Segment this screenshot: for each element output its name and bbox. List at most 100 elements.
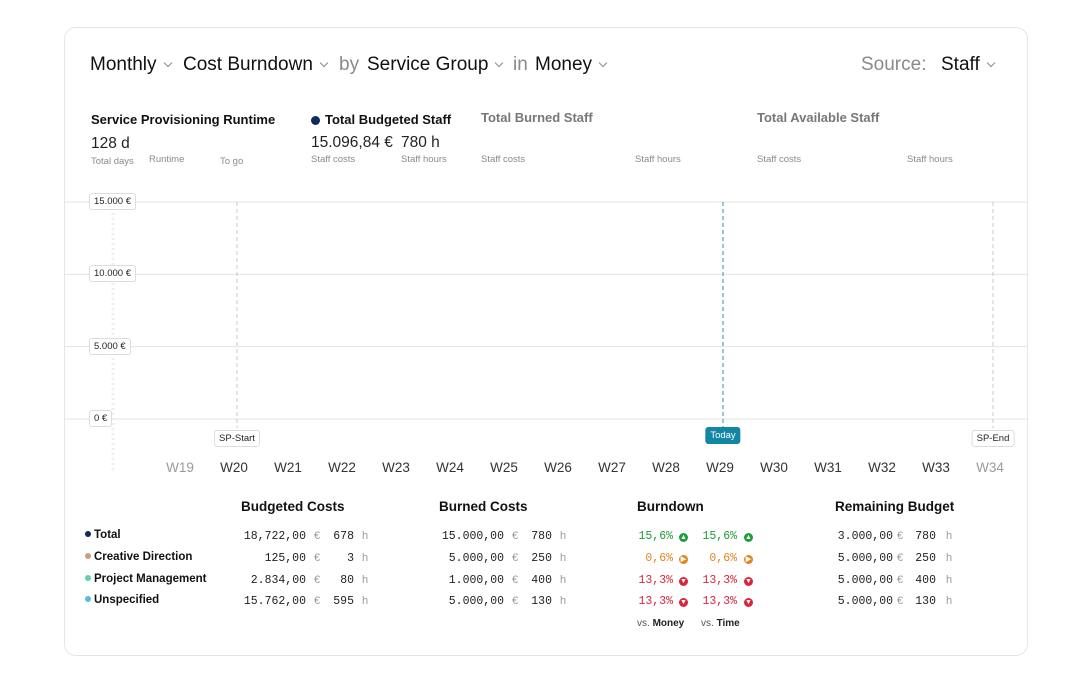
source-value: Staff: [941, 54, 980, 75]
legend-dot: [85, 596, 91, 602]
y-tick-label: 0 €: [89, 410, 113, 427]
runtime-value: 128 d: [91, 135, 130, 152]
report-label: Cost Burndown: [183, 54, 313, 75]
vs-time-label: vs. Time: [701, 618, 740, 629]
currency-unit: €: [512, 530, 519, 542]
hour-unit: h: [946, 574, 953, 586]
burned-summary: Total Burned Staff: [481, 110, 593, 125]
column-header: Remaining Budget: [835, 499, 955, 514]
burndown-vs-money: 0,6%: [645, 552, 673, 565]
column-header: Budgeted Costs: [241, 499, 345, 514]
burndown-arrow-icon: ▲: [744, 533, 753, 542]
budgeted-summary: Total Budgeted Staff: [311, 112, 451, 127]
budget-hours: 595: [333, 595, 354, 608]
currency-unit: €: [512, 595, 519, 607]
burned-cost: 5.000,00: [448, 552, 504, 565]
burned-hours: 400: [531, 574, 552, 587]
remaining-hours: 250: [915, 552, 936, 565]
x-tick-label: W19: [166, 460, 194, 475]
hour-unit: h: [946, 552, 953, 564]
x-tick-label: W20: [220, 460, 248, 475]
currency-unit: €: [512, 552, 519, 564]
burndown-vs-time: 0,6%: [709, 552, 737, 565]
y-tick-label: 15.000 €: [89, 193, 136, 210]
in-label: in: [513, 54, 528, 75]
hour-unit: h: [560, 552, 567, 564]
column-header: Burndown: [637, 499, 704, 514]
budgeted-sub-hours: Staff hours: [401, 154, 447, 165]
remaining-cost: 5.000,00: [837, 595, 893, 608]
hour-unit: h: [560, 574, 567, 586]
x-tick-label: W27: [598, 460, 626, 475]
budget-cost: 15.762,00: [243, 595, 306, 608]
vs-money-label: vs. Money: [637, 618, 684, 629]
currency-unit: €: [314, 574, 321, 586]
unit-label: Money: [535, 54, 593, 75]
available-sub-costs: Staff costs: [757, 154, 802, 165]
legend-dot: [85, 553, 91, 559]
burndown-vs-money: 15,6%: [638, 530, 673, 543]
burned-hours: 250: [531, 552, 552, 565]
hour-unit: h: [362, 574, 369, 586]
y-tick-label: 5.000 €: [89, 337, 131, 355]
budgeted-costs: 15.096,84 €: [311, 134, 393, 151]
budgeted-title: Total Budgeted Staff: [325, 112, 452, 127]
x-tick-label: W24: [436, 460, 464, 475]
marker-today: Today: [705, 427, 741, 444]
x-tick-label: W34: [976, 460, 1004, 475]
burned-sub-hours: Staff hours: [635, 154, 681, 165]
burndown-arrow-icon: ▼: [744, 598, 753, 607]
currency-unit: €: [897, 595, 904, 607]
currency-unit: €: [897, 530, 904, 542]
burned-cost: 5.000,00: [448, 595, 504, 608]
burndown-vs-money: 13,3%: [638, 574, 673, 587]
budget-hours: 80: [340, 574, 354, 587]
source-dropdown[interactable]: Staff: [941, 54, 995, 76]
vs-time: Time: [716, 618, 740, 629]
x-tick-label: W21: [274, 460, 302, 475]
burndown-vs-time: 15,6%: [702, 530, 737, 543]
budgeted-legend-dot: [311, 116, 320, 125]
burned-cost: 15.000,00: [441, 530, 504, 543]
group-dropdown[interactable]: Service Group: [367, 54, 504, 76]
burned-sub-costs: Staff costs: [481, 154, 526, 165]
legend-dot: [85, 575, 91, 581]
budget-hours: 678: [333, 530, 354, 543]
hour-unit: h: [560, 530, 567, 542]
vs-money: Money: [652, 618, 685, 629]
budget-hours: 3: [347, 552, 354, 565]
report-dropdown[interactable]: Cost Burndown: [183, 54, 329, 76]
chart-svg: [65, 198, 1027, 473]
legend-dot: [85, 531, 91, 537]
column-header: Burned Costs: [439, 499, 528, 514]
period-label: Monthly: [90, 54, 157, 75]
row-label-text: Project Management: [94, 573, 207, 585]
row-label: Creative Direction: [85, 551, 192, 563]
currency-unit: €: [897, 552, 904, 564]
burndown-arrow-icon: ▼: [679, 598, 688, 607]
remaining-cost: 5.000,00: [837, 552, 893, 565]
burndown-arrow-icon: ▼: [744, 577, 753, 586]
period-dropdown[interactable]: Monthly: [90, 54, 172, 76]
remaining-cost: 5.000,00: [837, 574, 893, 587]
vs-prefix: vs.: [701, 618, 717, 629]
x-tick-label: W26: [544, 460, 572, 475]
remaining-hours: 400: [915, 574, 936, 587]
x-tick-label: W29: [706, 460, 734, 475]
marker-sp-start: SP-Start: [214, 430, 260, 447]
x-tick-label: W32: [868, 460, 896, 475]
burndown-arrow-icon: ▶: [744, 555, 753, 564]
remaining-cost: 3.000,00: [837, 530, 893, 543]
unit-dropdown[interactable]: Money: [535, 54, 608, 76]
currency-unit: €: [314, 530, 321, 542]
row-label: Unspecified: [85, 594, 159, 606]
runtime-sub-total: Total days: [91, 156, 134, 167]
x-tick-label: W22: [328, 460, 356, 475]
budgeted-sub-costs: Staff costs: [311, 154, 356, 165]
cost-burndown-card: Monthly Cost Burndown by Service Group i…: [64, 27, 1028, 656]
currency-unit: €: [314, 552, 321, 564]
budget-cost: 18,722,00: [243, 530, 306, 543]
burndown-vs-time: 13,3%: [702, 574, 737, 587]
x-tick-label: W23: [382, 460, 410, 475]
currency-unit: €: [314, 595, 321, 607]
